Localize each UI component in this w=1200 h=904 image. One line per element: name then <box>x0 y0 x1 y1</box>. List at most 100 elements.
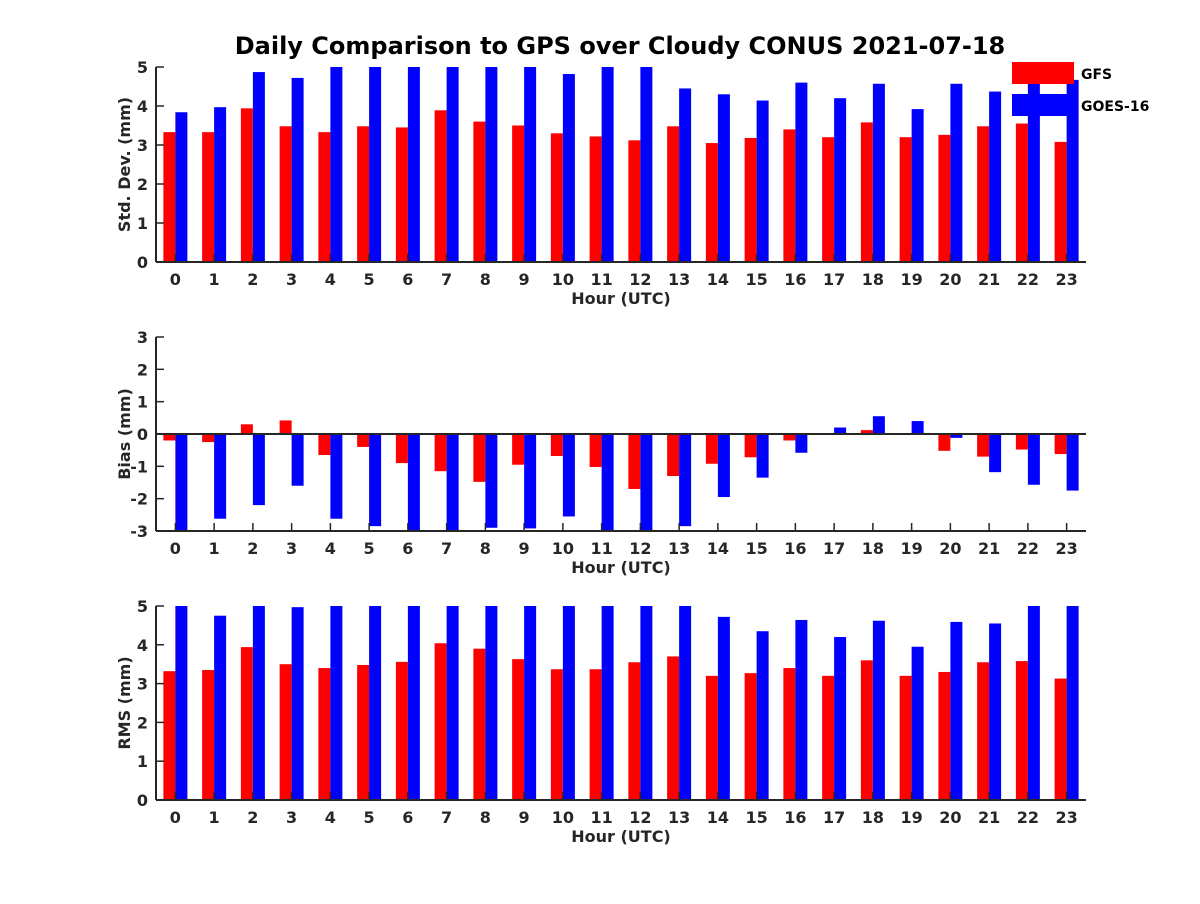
x-tick-label: 14 <box>707 270 729 289</box>
legend-swatch-gfs <box>1012 62 1074 84</box>
x-axis-label: Hour (UTC) <box>571 289 671 308</box>
y-tick-label: 2 <box>137 713 148 732</box>
bar-goes-16-17 <box>834 98 847 262</box>
series-gfs <box>163 420 1067 489</box>
bar-gfs-9 <box>512 125 525 262</box>
y-tick-label: 4 <box>137 97 148 116</box>
bar-gfs-7 <box>434 643 447 800</box>
x-tick-label: 15 <box>745 808 767 827</box>
bar-goes-16-19 <box>911 646 924 800</box>
bar-goes-16-11 <box>601 67 614 262</box>
bar-goes-16-7 <box>446 67 459 262</box>
x-tick-label: 4 <box>325 539 336 558</box>
x-tick-label: 12 <box>629 539 651 558</box>
bar-gfs-19 <box>899 675 912 800</box>
bar-goes-16-11 <box>601 606 614 800</box>
bar-gfs-3 <box>279 420 292 434</box>
bar-goes-16-2 <box>252 434 265 506</box>
bar-goes-16-6 <box>407 434 420 531</box>
bar-goes-16-3 <box>291 607 304 800</box>
bar-gfs-1 <box>202 132 215 262</box>
x-tick-label: 4 <box>325 808 336 827</box>
y-tick-label: 2 <box>137 360 148 379</box>
bar-goes-16-14 <box>717 616 730 800</box>
x-tick-label: 4 <box>325 270 336 289</box>
bar-goes-16-16 <box>795 82 808 262</box>
y-tick-label: 2 <box>137 175 148 194</box>
bar-goes-16-20 <box>950 83 963 263</box>
bar-goes-16-4 <box>330 67 343 262</box>
x-tick-label: 10 <box>552 539 574 558</box>
y-tick-label: 0 <box>137 253 148 272</box>
bar-goes-16-2 <box>252 72 265 262</box>
x-tick-label: 17 <box>823 539 845 558</box>
bar-goes-16-23 <box>1066 79 1079 263</box>
x-tick-label: 9 <box>519 539 530 558</box>
x-tick-label: 5 <box>364 808 375 827</box>
bar-goes-16-19 <box>911 109 924 263</box>
bar-goes-16-6 <box>407 606 420 800</box>
legend-label-gfs: GFS <box>1081 67 1112 83</box>
bar-goes-16-9 <box>524 67 537 262</box>
y-axis-label: RMS (mm) <box>115 656 134 749</box>
bar-goes-16-15 <box>756 434 769 478</box>
bar-goes-16-16 <box>795 619 808 800</box>
bar-goes-16-4 <box>330 606 343 800</box>
x-tick-label: 22 <box>1017 270 1039 289</box>
bar-gfs-23 <box>1054 678 1067 800</box>
bar-gfs-4 <box>318 434 331 456</box>
x-tick-label: 15 <box>745 539 767 558</box>
bar-gfs-12 <box>628 434 641 489</box>
x-tick-label: 8 <box>480 808 491 827</box>
bar-gfs-9 <box>512 434 525 465</box>
bar-gfs-7 <box>434 110 447 262</box>
x-tick-label: 23 <box>1055 270 1077 289</box>
x-tick-label: 3 <box>286 539 297 558</box>
x-tick-label: 19 <box>900 808 922 827</box>
x-tick-label: 11 <box>590 808 612 827</box>
bar-gfs-1 <box>202 670 215 800</box>
x-tick-label: 10 <box>552 808 574 827</box>
x-tick-label: 16 <box>784 539 806 558</box>
bar-gfs-20 <box>938 434 951 451</box>
x-tick-label: 2 <box>247 539 258 558</box>
y-tick-label: 3 <box>137 328 148 347</box>
x-tick-label: 17 <box>823 270 845 289</box>
bar-gfs-6 <box>395 434 408 464</box>
bar-goes-16-15 <box>756 631 769 800</box>
bar-gfs-23 <box>1054 434 1067 455</box>
series-goes-16 <box>175 606 1079 800</box>
x-tick-label: 7 <box>441 270 452 289</box>
x-tick-label: 9 <box>519 808 530 827</box>
bar-goes-16-23 <box>1066 434 1079 491</box>
bar-gfs-0 <box>163 434 176 441</box>
x-tick-label: 8 <box>480 270 491 289</box>
bar-gfs-8 <box>473 434 486 482</box>
legend-swatch-goes-16 <box>1012 94 1074 116</box>
bar-goes-16-0 <box>175 434 188 531</box>
x-tick-label: 7 <box>441 539 452 558</box>
bar-gfs-21 <box>977 662 990 800</box>
bar-goes-16-10 <box>562 434 575 517</box>
x-tick-label: 5 <box>364 539 375 558</box>
x-tick-label: 18 <box>862 539 884 558</box>
y-axis-label: Std. Dev. (mm) <box>115 97 134 232</box>
bar-gfs-11 <box>589 669 602 800</box>
bar-gfs-17 <box>822 675 835 800</box>
x-tick-label: 16 <box>784 808 806 827</box>
bar-goes-16-14 <box>717 434 730 498</box>
x-tick-label: 14 <box>707 808 729 827</box>
y-tick-label: 3 <box>137 136 148 155</box>
x-tick-label: 13 <box>668 270 690 289</box>
bar-gfs-4 <box>318 668 331 800</box>
x-tick-label: 15 <box>745 270 767 289</box>
x-tick-label: 23 <box>1055 539 1077 558</box>
x-tick-label: 20 <box>939 808 961 827</box>
bar-gfs-10 <box>550 434 563 456</box>
bar-goes-16-3 <box>291 434 304 486</box>
bar-gfs-8 <box>473 648 486 800</box>
bar-gfs-0 <box>163 132 176 262</box>
y-tick-label: 4 <box>137 636 148 655</box>
bar-gfs-11 <box>589 434 602 467</box>
